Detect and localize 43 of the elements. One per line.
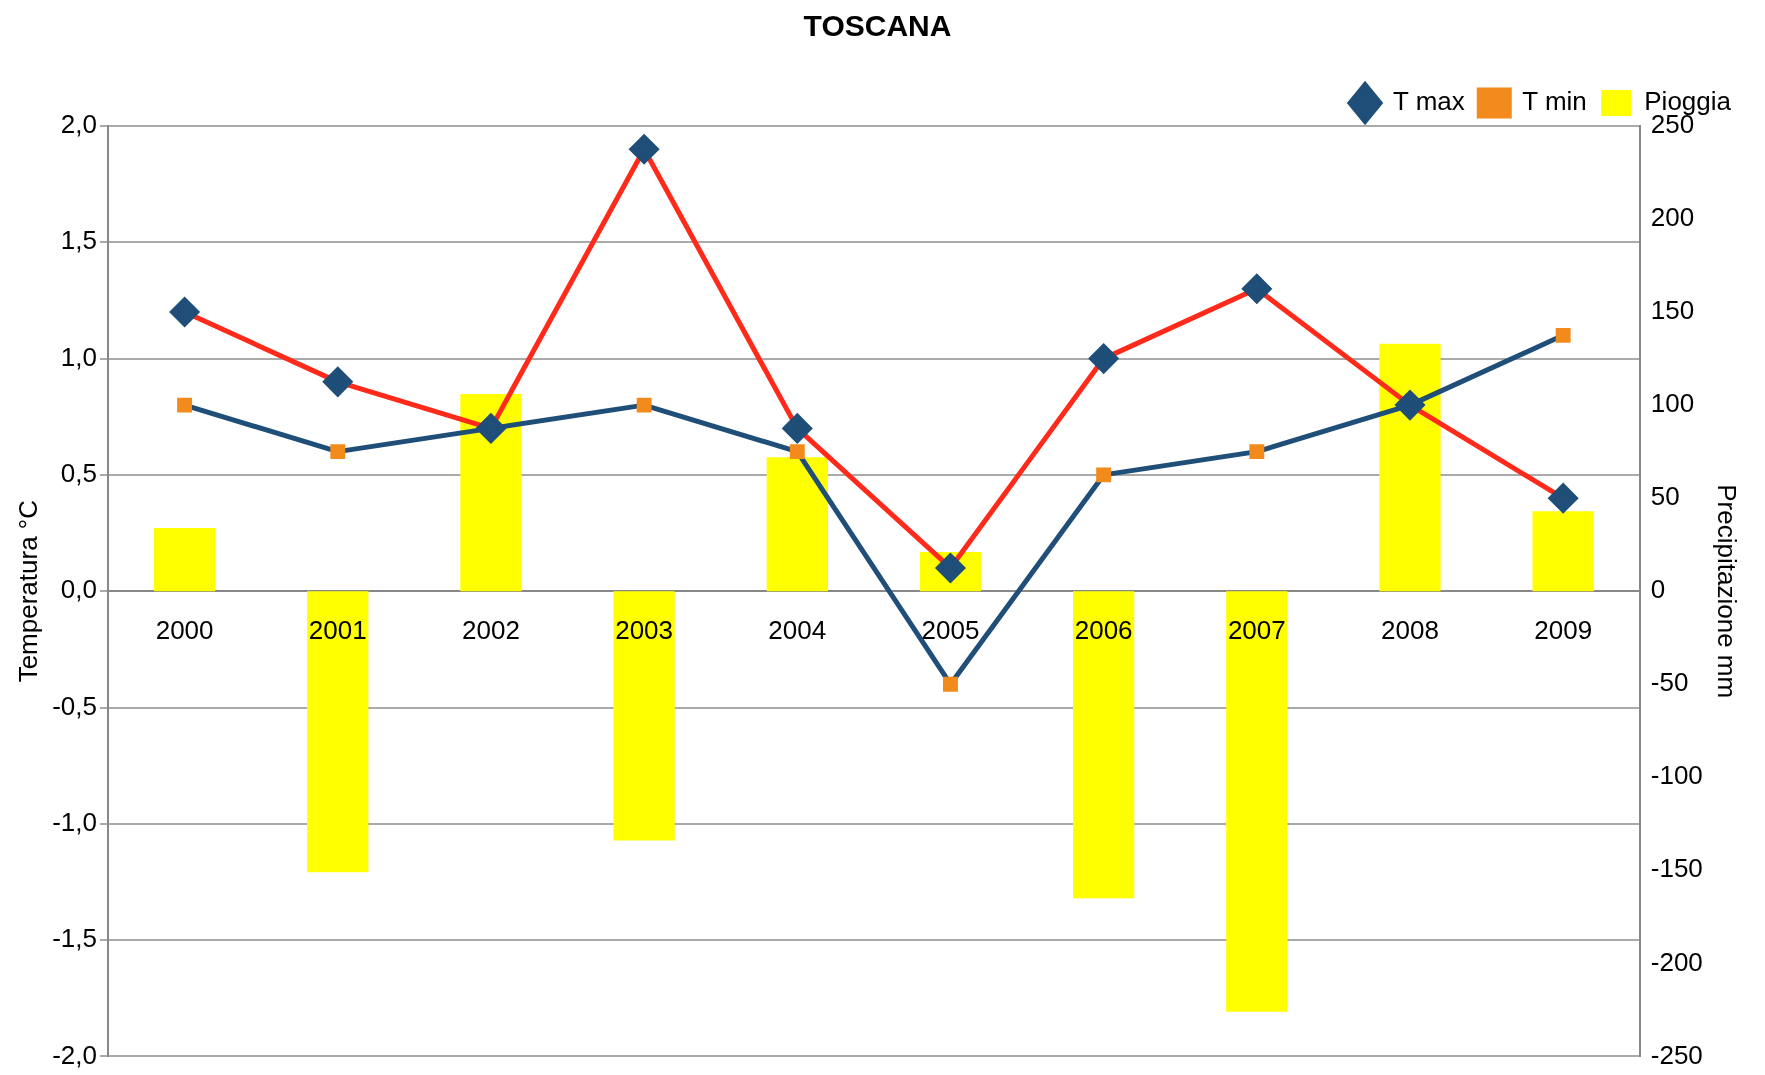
bar bbox=[1073, 591, 1135, 899]
bar bbox=[460, 393, 522, 592]
y2-tick-label: 50 bbox=[1650, 481, 1680, 512]
y-tick-label: -2,0 bbox=[52, 1039, 97, 1070]
x-tick-label: 2005 bbox=[921, 615, 980, 646]
y-tick-label: 2,0 bbox=[60, 109, 97, 140]
y2-tick-label: -250 bbox=[1650, 1039, 1703, 1070]
x-tick-label: 2007 bbox=[1227, 615, 1286, 646]
bar bbox=[1532, 511, 1594, 592]
y2-tick-label: 0 bbox=[1650, 574, 1666, 605]
x-tick-label: 2001 bbox=[308, 615, 367, 646]
bar bbox=[766, 457, 828, 592]
y2-tick-label: 200 bbox=[1650, 202, 1695, 233]
x-tick-label: 2004 bbox=[768, 615, 827, 646]
bar bbox=[613, 591, 675, 841]
y-tick-label: 1,0 bbox=[60, 341, 97, 372]
y2-tick-label: -150 bbox=[1650, 853, 1703, 884]
y2-tick-label: 150 bbox=[1650, 295, 1695, 326]
bar bbox=[153, 527, 216, 592]
y2-tick-label: -100 bbox=[1650, 760, 1703, 791]
y-tick-label: -0,5 bbox=[52, 690, 97, 721]
x-tick-label: 2008 bbox=[1381, 615, 1439, 646]
x-tick-label: 2003 bbox=[615, 615, 674, 646]
y2-tick-label: 100 bbox=[1650, 388, 1695, 419]
chart-title: TOSCANA bbox=[803, 9, 952, 43]
bar bbox=[1379, 343, 1441, 592]
bar bbox=[1226, 591, 1288, 1012]
y2-tick-label: -200 bbox=[1650, 946, 1703, 977]
x-tick-label: 2006 bbox=[1074, 615, 1133, 646]
y-tick-label: 0,0 bbox=[60, 574, 97, 605]
y-axis-title: Temperatura °C bbox=[12, 500, 43, 683]
y2-tick-label: -50 bbox=[1650, 667, 1689, 698]
x-tick-label: 2009 bbox=[1534, 615, 1593, 646]
y-tick-label: -1,0 bbox=[52, 806, 97, 837]
bar bbox=[307, 591, 369, 873]
x-tick-label: 2000 bbox=[155, 615, 214, 646]
y-tick-label: 1,5 bbox=[60, 225, 97, 256]
y2-axis-title: Precipitazione mm bbox=[1712, 484, 1743, 699]
legend-label: T max bbox=[1393, 86, 1465, 117]
y-tick-label: -1,5 bbox=[52, 923, 97, 954]
legend-label: T min bbox=[1522, 86, 1587, 117]
x-tick-label: 2002 bbox=[462, 615, 520, 646]
y-tick-label: 0,5 bbox=[60, 458, 97, 489]
